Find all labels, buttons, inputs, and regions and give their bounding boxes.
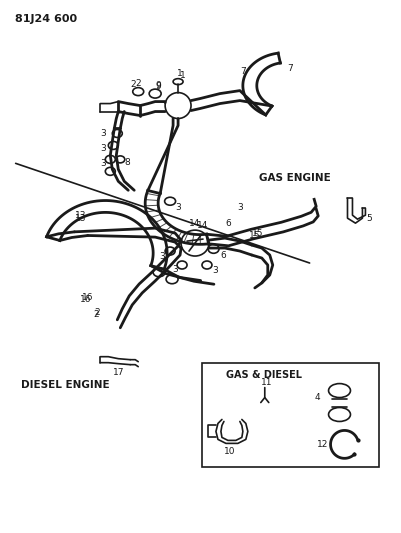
Text: 9: 9 bbox=[155, 81, 161, 90]
Text: 16: 16 bbox=[80, 295, 91, 304]
Text: 6: 6 bbox=[225, 219, 231, 228]
Text: 3: 3 bbox=[159, 252, 165, 261]
Text: 3: 3 bbox=[175, 203, 181, 212]
Text: 16: 16 bbox=[82, 293, 93, 302]
Text: 3: 3 bbox=[101, 159, 106, 168]
Ellipse shape bbox=[153, 268, 165, 277]
Text: 14: 14 bbox=[197, 221, 209, 230]
Ellipse shape bbox=[165, 197, 176, 205]
Text: 3: 3 bbox=[101, 129, 106, 138]
Text: 9: 9 bbox=[155, 82, 161, 91]
Text: 2: 2 bbox=[95, 308, 100, 317]
Text: 10: 10 bbox=[224, 447, 236, 456]
Text: 5: 5 bbox=[367, 214, 372, 223]
Text: 1: 1 bbox=[180, 71, 186, 80]
FancyBboxPatch shape bbox=[202, 362, 379, 467]
Ellipse shape bbox=[105, 156, 115, 163]
Text: 14: 14 bbox=[189, 219, 201, 228]
Ellipse shape bbox=[105, 167, 115, 175]
Ellipse shape bbox=[133, 87, 144, 95]
Text: 15: 15 bbox=[249, 231, 261, 240]
Text: 7: 7 bbox=[240, 67, 246, 76]
Text: 8: 8 bbox=[124, 158, 130, 167]
Text: 12: 12 bbox=[317, 440, 328, 449]
Text: 81J24 600: 81J24 600 bbox=[15, 14, 77, 24]
Text: 4: 4 bbox=[315, 393, 320, 402]
Text: 3: 3 bbox=[101, 144, 106, 153]
Text: DIESEL ENGINE: DIESEL ENGINE bbox=[21, 379, 110, 390]
Text: 13: 13 bbox=[75, 211, 86, 220]
Ellipse shape bbox=[328, 384, 350, 398]
Ellipse shape bbox=[112, 130, 122, 138]
Text: 15: 15 bbox=[252, 229, 263, 238]
Ellipse shape bbox=[165, 247, 175, 255]
Text: 3: 3 bbox=[237, 203, 243, 212]
Ellipse shape bbox=[208, 244, 219, 253]
Text: 11: 11 bbox=[261, 378, 273, 387]
Ellipse shape bbox=[166, 274, 178, 284]
Ellipse shape bbox=[108, 141, 118, 149]
Text: 3: 3 bbox=[212, 266, 218, 276]
Text: GAS & DIESEL: GAS & DIESEL bbox=[226, 369, 302, 379]
Ellipse shape bbox=[116, 156, 125, 163]
Ellipse shape bbox=[149, 89, 161, 98]
Ellipse shape bbox=[328, 408, 350, 422]
Ellipse shape bbox=[165, 93, 191, 118]
Text: GAS ENGINE: GAS ENGINE bbox=[259, 173, 330, 183]
Ellipse shape bbox=[181, 230, 209, 256]
Text: 3: 3 bbox=[172, 265, 178, 274]
Text: 17: 17 bbox=[113, 368, 124, 377]
Ellipse shape bbox=[177, 261, 187, 269]
Text: 2: 2 bbox=[136, 79, 141, 88]
Text: 2: 2 bbox=[93, 310, 99, 319]
Text: 2: 2 bbox=[130, 80, 136, 89]
Text: 6: 6 bbox=[221, 251, 227, 260]
Ellipse shape bbox=[173, 79, 183, 85]
Text: 7: 7 bbox=[287, 64, 293, 73]
Text: 13: 13 bbox=[75, 214, 86, 223]
Text: 1: 1 bbox=[177, 69, 183, 78]
Ellipse shape bbox=[202, 261, 212, 269]
